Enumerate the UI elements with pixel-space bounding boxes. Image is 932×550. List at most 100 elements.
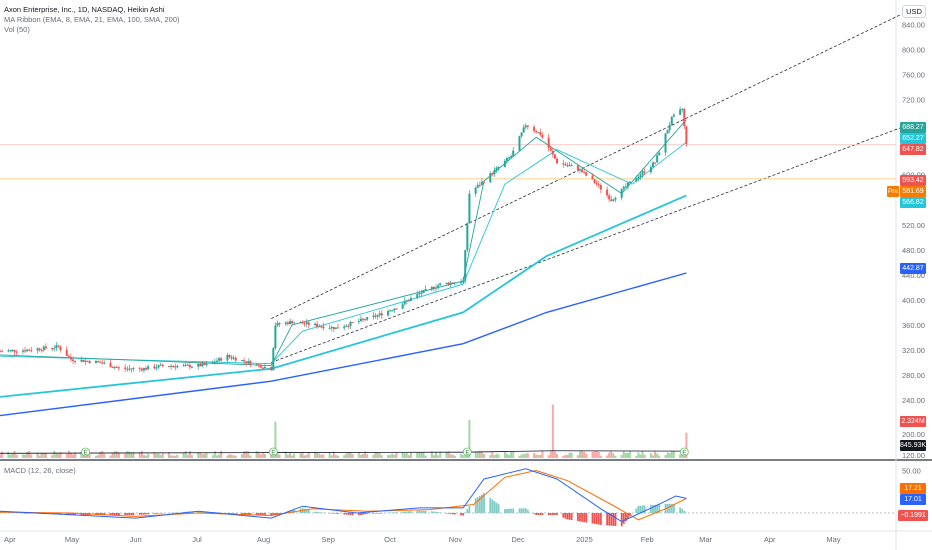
- candle-body: [393, 308, 396, 311]
- macd-histogram-bar: [518, 508, 521, 513]
- candle-body: [211, 361, 214, 364]
- volume-legend[interactable]: Vol (50): [4, 25, 30, 34]
- candle-body: [606, 189, 609, 196]
- trend-channel[interactable]: [271, 14, 901, 363]
- macd-legend[interactable]: MACD (12, 26, close): [4, 466, 76, 475]
- candle-body: [420, 293, 423, 295]
- candle-body: [378, 313, 381, 316]
- candle-body: [374, 315, 377, 317]
- volume-bar: [347, 452, 350, 458]
- volume-bar: [387, 455, 390, 458]
- volume-bar: [72, 454, 75, 458]
- volume-bar: [140, 450, 143, 458]
- volume-bar: [103, 454, 106, 458]
- candle-body: [130, 368, 133, 370]
- channel-upper-line[interactable]: [271, 14, 901, 320]
- volume-bar: [213, 451, 216, 458]
- candle-body: [330, 326, 333, 329]
- volume-bar: [629, 451, 632, 458]
- macd-histogram-bar: [666, 503, 669, 513]
- volume-bar: [537, 454, 540, 458]
- volume-bar: [155, 453, 158, 458]
- candle-body: [182, 365, 185, 367]
- macd-histogram-bar: [401, 511, 404, 513]
- symbol-title[interactable]: Axon Enterprise, Inc., 1D, NASDAQ, Heiki…: [4, 5, 165, 14]
- volume-bar: [249, 455, 252, 458]
- macd-histogram-bar: [453, 513, 456, 515]
- volume-bar: [418, 452, 421, 458]
- candle-body: [303, 323, 306, 325]
- volume-bar: [656, 453, 659, 458]
- macd-histogram-bar: [408, 511, 410, 513]
- candle-body: [639, 174, 642, 178]
- macd-histogram-bar: [318, 512, 321, 513]
- volume-bar: [80, 451, 83, 458]
- candle-body: [585, 172, 588, 176]
- volume-bar: [612, 453, 615, 458]
- macd-histogram-bar: [220, 512, 223, 514]
- volume-bar: [21, 454, 24, 458]
- candle-body: [67, 356, 70, 358]
- candle-body: [409, 298, 412, 301]
- macd-histogram-bar: [474, 498, 477, 513]
- volume-bar: [286, 454, 289, 458]
- macd-histogram-bar: [168, 512, 170, 514]
- price-tick-label: 800.00: [902, 46, 925, 55]
- earnings-badge[interactable]: [462, 447, 472, 457]
- candle-body: [656, 155, 659, 163]
- candle-body: [468, 193, 471, 223]
- candle-body: [24, 350, 27, 352]
- macd-histogram-bar: [234, 513, 237, 514]
- earnings-badge[interactable]: [268, 447, 278, 457]
- candle-body: [556, 158, 559, 164]
- ema21-line: [0, 141, 687, 365]
- macd-histogram-bar: [143, 513, 145, 515]
- channel-lower-line[interactable]: [271, 127, 901, 363]
- macd-histogram-bar: [72, 513, 74, 516]
- macd-histogram-bar: [28, 513, 31, 514]
- candle-body: [147, 366, 150, 370]
- earnings-badge[interactable]: [679, 447, 689, 457]
- candle-body: [679, 109, 682, 115]
- candle-body: [263, 366, 266, 369]
- volume-bar: [497, 454, 500, 458]
- earnings-badge[interactable]: [81, 447, 90, 457]
- last-price-tag: 647.82: [900, 144, 926, 155]
- macd-histogram-bar: [668, 503, 671, 513]
- candle-body: [435, 287, 438, 289]
- candle-body: [80, 359, 83, 362]
- price-tick-label: 280.00: [902, 371, 925, 380]
- ema21-price-tag: 652.27: [900, 133, 926, 144]
- volume-tick-label: 120.00: [902, 451, 925, 460]
- macd-histogram-bar: [420, 510, 423, 513]
- volume-bar: [349, 452, 352, 458]
- candle-body: [26, 349, 29, 352]
- candle-body: [249, 361, 252, 365]
- macd-histogram-bar: [278, 513, 281, 514]
- volume-bar: [199, 452, 202, 458]
- candle-body: [40, 350, 43, 352]
- candle-body: [372, 315, 375, 317]
- macd-histogram-bar: [347, 513, 350, 515]
- currency-button[interactable]: USD: [902, 5, 926, 18]
- candle-body: [228, 355, 231, 357]
- candle-body: [124, 367, 127, 369]
- horizontal-lines[interactable]: [0, 144, 896, 180]
- candle-body: [568, 165, 571, 167]
- macd-histogram-bar: [526, 509, 529, 513]
- candle-body: [15, 351, 18, 353]
- candle-body: [460, 282, 463, 284]
- volume-bar: [97, 455, 100, 458]
- candle-body: [576, 165, 579, 170]
- volume-bar: [243, 451, 246, 458]
- volume-bar: [284, 451, 287, 458]
- macd-histogram-bar: [124, 513, 127, 516]
- macd-histogram-bar: [445, 513, 448, 514]
- candle-body: [284, 322, 287, 325]
- volume-bar: [115, 451, 118, 458]
- macd-histogram-bar: [418, 510, 421, 513]
- candle-body: [553, 154, 556, 159]
- ma-ribbon-legend[interactable]: MA Ribbon (EMA, 8, EMA, 21, EMA, 100, SM…: [4, 15, 180, 24]
- candle-body: [220, 358, 223, 361]
